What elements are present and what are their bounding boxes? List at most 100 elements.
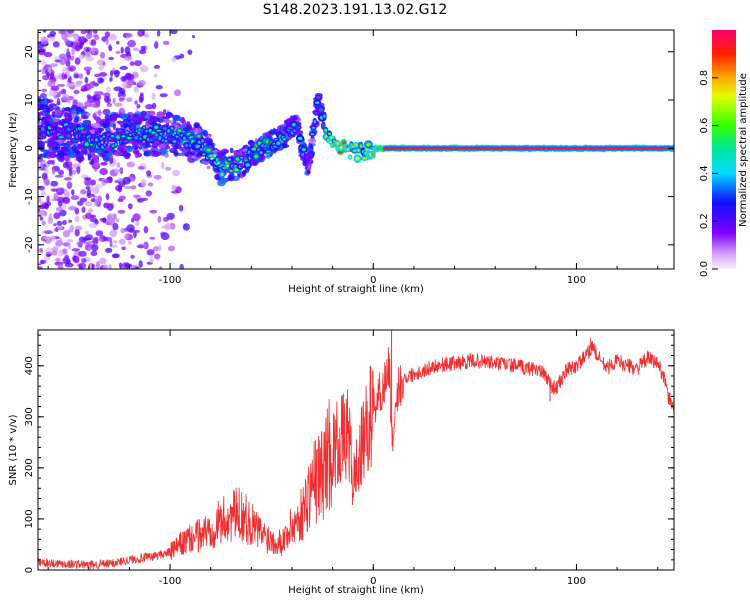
spectrum-blob <box>146 249 155 256</box>
spectrum-blob <box>106 86 111 93</box>
ridge-blob-core <box>125 131 129 134</box>
spectrum-blob <box>120 75 128 82</box>
spectrum-blob <box>151 92 156 101</box>
spectrum-blob <box>42 30 47 33</box>
spectrum-blob <box>78 262 87 269</box>
spectrum-blob <box>113 240 118 244</box>
spectrum-blob <box>157 215 162 224</box>
spectrum-blob <box>86 30 90 34</box>
spectrum-blob <box>151 142 159 149</box>
ridge-blob-core <box>177 129 182 132</box>
colorbar-ticks: 0.0 0.2 0.4 0.6 0.8 <box>699 70 718 277</box>
ridge-blob-core <box>332 139 336 143</box>
spectrum-blob <box>178 204 184 212</box>
ridge-blob-core <box>42 133 46 137</box>
spectrum-blob <box>97 109 102 117</box>
ridge-blob-core <box>202 153 206 156</box>
spectrum-blob <box>133 86 139 93</box>
spectrum-blob <box>103 92 111 98</box>
ridge-blob-core <box>121 135 126 138</box>
spectrum-blob <box>162 40 170 46</box>
spectrum-blob <box>153 73 158 78</box>
spectrum-blob <box>53 212 61 220</box>
spectrum-blob <box>132 149 140 155</box>
spectrogram-x-label: Height of straight line (km) <box>288 284 424 295</box>
spectrum-blob <box>70 195 80 201</box>
spectrum-blob <box>307 137 317 144</box>
colorbar-tick-label: 0.2 <box>699 213 710 229</box>
ridge-blob-core <box>314 111 318 115</box>
spectrum-blob <box>57 169 65 176</box>
ridge-blob-core <box>243 152 247 155</box>
spectrum-blob <box>138 145 143 150</box>
spectrum-blob <box>55 206 63 212</box>
snr-y-label: SNR (10 * v/v) <box>8 414 19 485</box>
spectrum-blob <box>55 239 64 247</box>
spectrum-blob <box>145 190 152 197</box>
spectrum-blob <box>119 195 126 201</box>
snr-panel: -100 0 100 0 100 200 300 400 Height of straight… <box>8 329 675 596</box>
ridge-blob-core <box>318 108 323 112</box>
ridge-blob-core <box>95 138 98 142</box>
spectrum-blob <box>53 154 61 158</box>
spectrogram-y-label: Frequency (Hz) <box>8 112 19 188</box>
spectrum-blob <box>86 94 92 99</box>
spectrum-blob <box>85 186 90 190</box>
ridge-blob-core <box>328 141 333 143</box>
spectrum-blob <box>75 150 81 155</box>
spectrum-blob <box>221 151 227 156</box>
spectrum-blob <box>102 122 107 129</box>
spectrum-blob <box>79 197 88 203</box>
spectrum-blob <box>64 57 71 62</box>
spectrum-blob <box>153 151 163 156</box>
spectrum-blob <box>68 206 77 211</box>
spectrum-blob <box>94 219 99 225</box>
spectrum-blob <box>77 241 84 246</box>
ridge-blob-core <box>39 132 42 137</box>
spectrum-blob <box>87 156 91 161</box>
spectrum-blob <box>97 77 104 84</box>
spectrum-blob <box>92 237 98 244</box>
snr-x-label: Height of straight line (km) <box>288 585 424 596</box>
spectrum-blob <box>113 86 123 92</box>
spectrum-blob <box>90 39 97 46</box>
spectrum-blob <box>134 266 140 269</box>
ridge-blob-core <box>156 129 161 132</box>
spectrum-blob <box>91 46 96 55</box>
ridge-blob-core <box>80 127 84 130</box>
spectrum-blob <box>145 143 150 148</box>
spectrum-blob <box>88 103 98 108</box>
ridge-blob-core <box>167 129 170 133</box>
spectrum-blob <box>107 116 114 122</box>
spectrum-blob <box>72 99 78 104</box>
spectrum-blob <box>62 94 70 102</box>
spectrum-blob <box>48 36 56 42</box>
spectrum-blob <box>165 166 172 171</box>
spectrogram-frame <box>37 29 675 270</box>
spectrum-blob <box>80 189 87 195</box>
spectrum-blob <box>57 263 64 269</box>
spectrum-blob <box>84 201 93 207</box>
spectrum-blob <box>70 169 77 175</box>
spectrum-blob <box>267 130 276 135</box>
spectrum-blob <box>39 259 47 264</box>
spectrum-blob <box>58 53 67 60</box>
spectrum-blob <box>90 179 96 186</box>
spectrum-blob <box>102 61 106 66</box>
spectrum-blob <box>64 39 70 44</box>
spectrum-blob <box>65 51 71 58</box>
spectrum-blob <box>129 117 139 122</box>
spectrum-blob <box>38 144 45 151</box>
ridge-blob-core <box>137 131 141 135</box>
spectrum-blob <box>146 170 152 176</box>
spectrum-blob <box>122 81 128 89</box>
spectrum-blob <box>106 214 112 221</box>
spectrum-blob <box>124 263 133 268</box>
spectrum-blob <box>53 56 61 60</box>
spectrum-blob <box>108 157 113 162</box>
spectrum-blob <box>68 168 73 177</box>
spectrum-blob <box>98 128 103 134</box>
ridge-blob-core <box>266 150 271 153</box>
ridge-blob-core <box>227 158 232 161</box>
spectrum-blob <box>171 190 180 194</box>
